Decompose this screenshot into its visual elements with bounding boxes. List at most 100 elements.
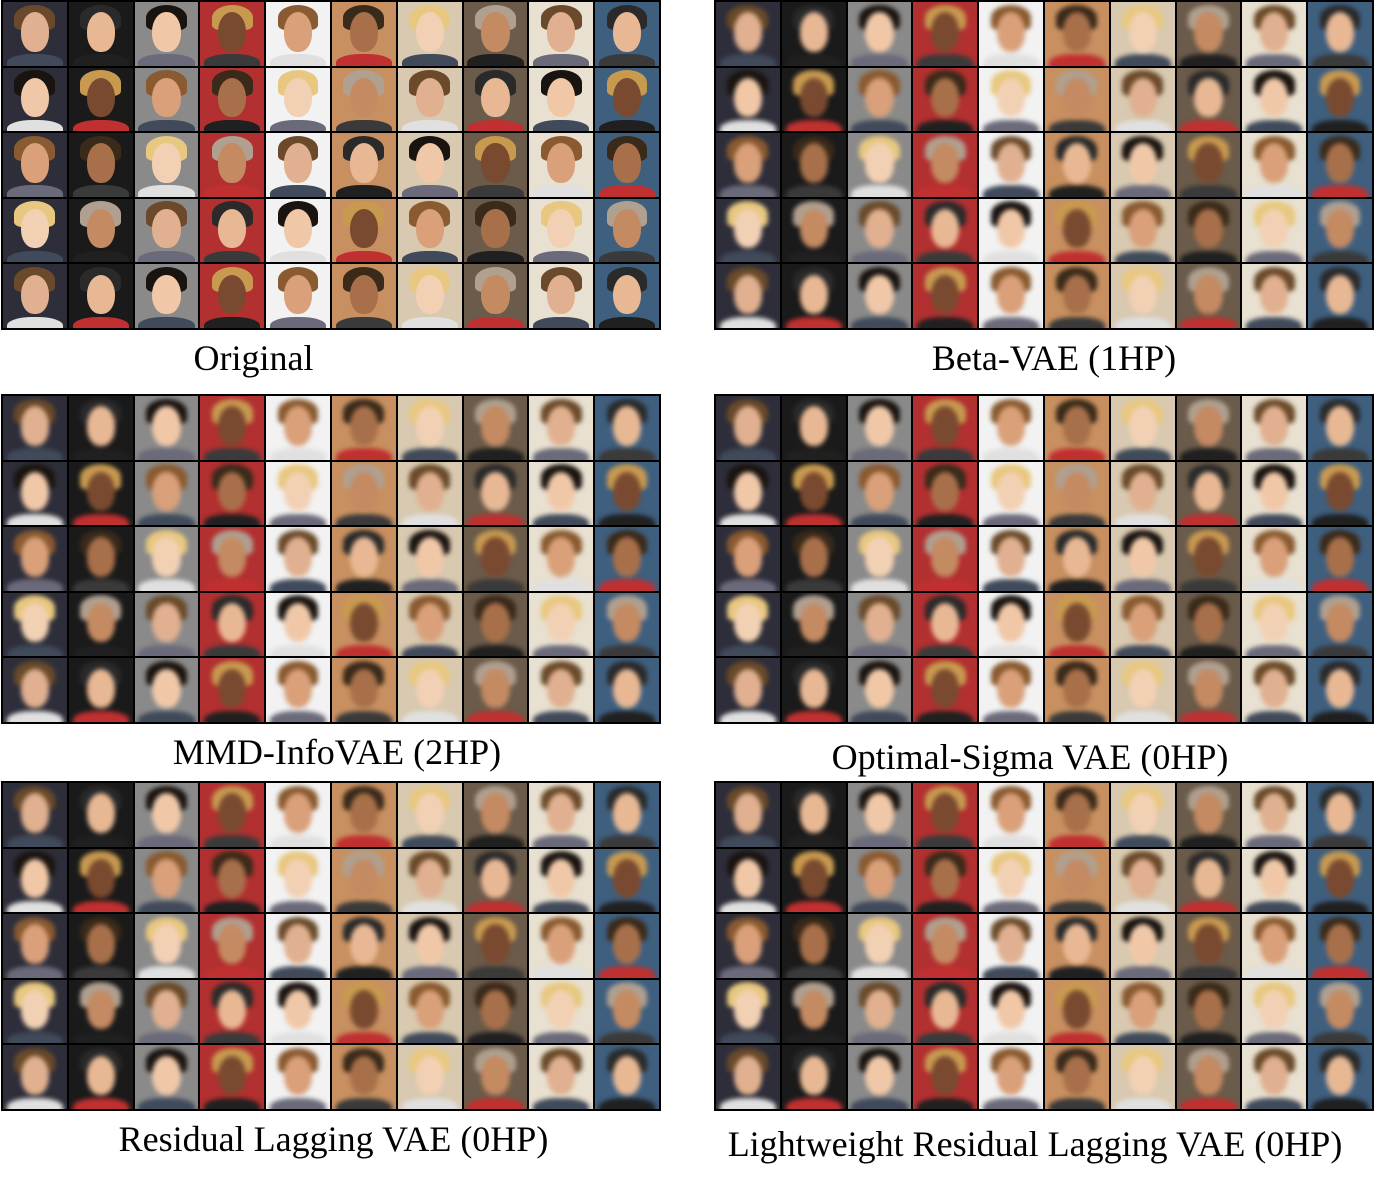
face-thumbnail [1308, 264, 1372, 328]
face-shape [1128, 12, 1157, 52]
face-shape [349, 406, 378, 446]
face-thumbnail [595, 914, 659, 978]
face-shape [218, 537, 247, 577]
shoulders-shape [983, 54, 1040, 66]
face-thumbnail [200, 396, 265, 460]
shoulders-shape [335, 1097, 392, 1109]
face-thumbnail [397, 848, 462, 913]
face-shape [799, 793, 828, 833]
face-shape [799, 274, 828, 314]
shoulders-shape [72, 513, 129, 526]
face-thumbnail [847, 592, 912, 657]
face-thumbnail [331, 2, 396, 66]
face-shape [1062, 406, 1091, 446]
shoulders-shape [719, 250, 776, 263]
shoulders-shape [599, 900, 656, 913]
face-thumbnail [463, 592, 528, 657]
face-shape [799, 77, 828, 118]
shoulders-shape [1048, 966, 1105, 978]
face-shape [415, 1055, 444, 1095]
face-shape [349, 924, 378, 964]
face-thumbnail [529, 658, 594, 722]
shoulders-shape [204, 835, 261, 847]
face-shape [415, 989, 444, 1030]
face-thumbnail [134, 198, 199, 263]
face-shape [931, 989, 960, 1030]
face-shape [1128, 924, 1157, 964]
face-shape [733, 274, 762, 314]
face-shape [284, 537, 313, 577]
face-thumbnail [68, 527, 133, 591]
shoulders-shape [72, 1031, 129, 1044]
face-thumbnail [716, 979, 780, 1044]
shoulders-shape [983, 966, 1040, 978]
face-thumbnail [1176, 133, 1241, 197]
face-shape [997, 924, 1026, 964]
shoulders-shape [785, 579, 842, 591]
optimal-sigma-vae-image-grid [714, 394, 1374, 724]
shoulders-shape [719, 710, 776, 722]
face-thumbnail [397, 979, 462, 1044]
face-shape [1128, 274, 1157, 314]
residual-lagging-vae-panel: Residual Lagging VAE (0HP) [1, 781, 661, 1157]
lightweight-residual-lagging-vae-panel: Lightweight Residual Lagging VAE (0HP) [714, 781, 1374, 1162]
shoulders-shape [204, 513, 261, 526]
face-shape [1194, 793, 1223, 833]
shoulders-shape [719, 1031, 776, 1044]
face-shape [1260, 602, 1289, 643]
face-shape [931, 274, 960, 314]
face-thumbnail [68, 592, 133, 657]
shoulders-shape [467, 54, 524, 66]
face-thumbnail [68, 783, 133, 847]
face-shape [284, 793, 313, 833]
face-shape [1062, 274, 1091, 314]
face-thumbnail [266, 2, 330, 66]
face-shape [218, 1055, 247, 1095]
face-shape [86, 12, 115, 52]
face-thumbnail [68, 658, 133, 722]
face-shape [284, 12, 313, 52]
shoulders-shape [401, 644, 458, 657]
shoulders-shape [204, 644, 261, 657]
lightweight-residual-lagging-vae-image-grid [714, 781, 1374, 1111]
shoulders-shape [401, 185, 458, 197]
face-shape [1326, 274, 1355, 314]
face-shape [613, 858, 642, 899]
face-thumbnail [1044, 658, 1109, 722]
face-thumbnail [847, 461, 912, 526]
shoulders-shape [599, 54, 656, 66]
face-thumbnail [781, 527, 846, 591]
face-thumbnail [595, 67, 659, 132]
shoulders-shape [270, 900, 327, 913]
face-thumbnail [529, 396, 594, 460]
face-thumbnail [3, 2, 67, 66]
face-thumbnail [716, 914, 780, 978]
face-thumbnail [595, 658, 659, 722]
face-shape [997, 537, 1026, 577]
shoulders-shape [1048, 316, 1105, 328]
shoulders-shape [401, 966, 458, 978]
face-thumbnail [1110, 2, 1175, 66]
shoulders-shape [785, 54, 842, 66]
face-shape [349, 12, 378, 52]
face-shape [1062, 858, 1091, 899]
shoulders-shape [6, 54, 63, 66]
face-thumbnail [1242, 133, 1307, 197]
face-shape [865, 858, 894, 899]
face-shape [86, 208, 115, 249]
face-shape [931, 793, 960, 833]
shoulders-shape [138, 579, 195, 591]
face-shape [733, 924, 762, 964]
face-shape [218, 143, 247, 183]
face-thumbnail [979, 592, 1043, 657]
shoulders-shape [401, 513, 458, 526]
face-shape [152, 406, 181, 446]
shoulders-shape [599, 185, 656, 197]
face-thumbnail [595, 592, 659, 657]
face-shape [613, 274, 642, 314]
face-shape [349, 858, 378, 899]
face-thumbnail [913, 396, 978, 460]
face-shape [613, 1055, 642, 1095]
face-thumbnail [1308, 461, 1372, 526]
shoulders-shape [138, 1031, 195, 1044]
